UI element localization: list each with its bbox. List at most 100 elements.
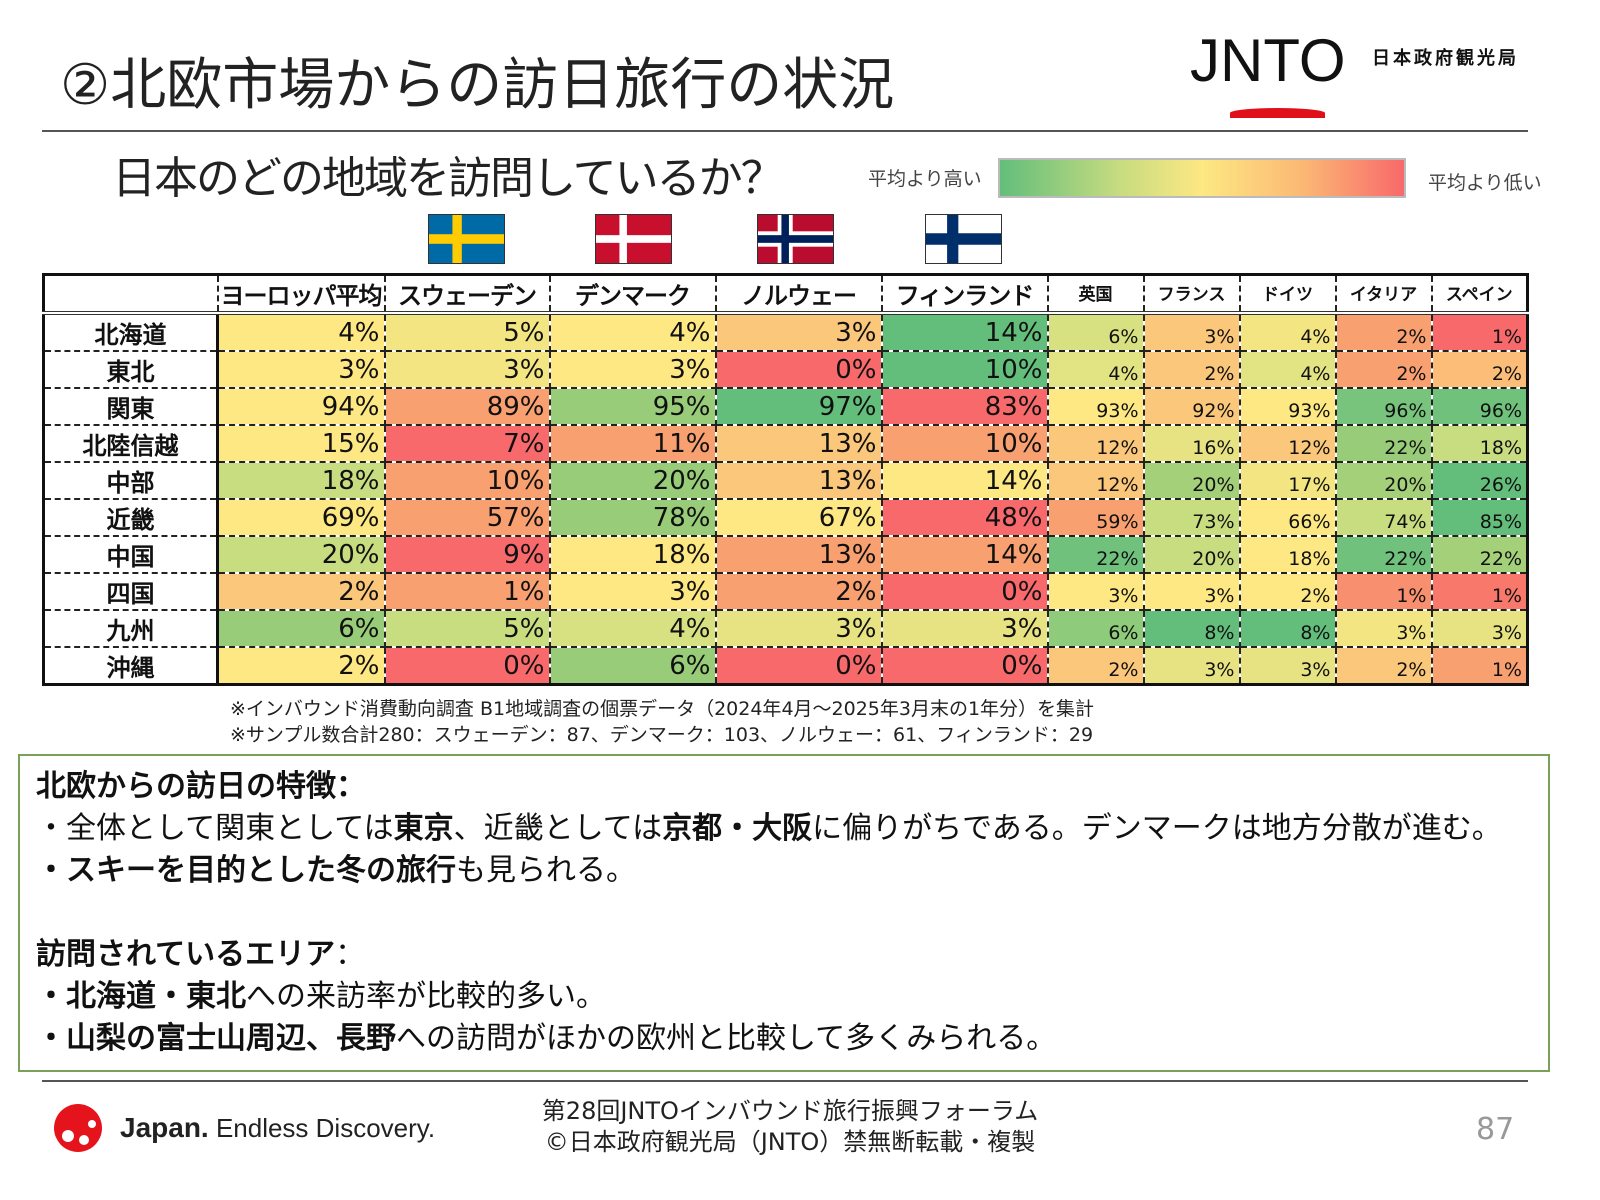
column-header: ヨーロッパ平均 [217, 274, 386, 315]
heatmap-cell: 93% [1239, 388, 1337, 426]
heatmap-cell: 18% [217, 462, 386, 500]
heatmap-cell: 2% [217, 573, 386, 611]
column-header: フィンランド [881, 274, 1049, 315]
heatmap-cell: 22% [1431, 536, 1529, 574]
heatmap-cell: 85% [1431, 499, 1529, 537]
color-scale-legend [998, 158, 1406, 198]
table-row: 東北 3% 3% 3% 0% 10% 4% 2% 4% 2% 2% [43, 351, 1529, 389]
heatmap-cell: 3% [549, 573, 717, 611]
heatmap-cell: 2% [1335, 313, 1433, 352]
heatmap-cell: 18% [1431, 425, 1529, 463]
column-header: イタリア [1335, 274, 1433, 315]
section-title: 日本のどの地域を訪問しているか？ [112, 153, 785, 204]
column-header: ノルウェー [715, 274, 883, 315]
heatmap-cell: 18% [549, 536, 717, 574]
table-row: 北海道 4% 5% 4% 3% 14% 6% 3% 4% 2% 1% [43, 313, 1529, 352]
heatmap-cell: 4% [1047, 351, 1145, 389]
heatmap-cell: 6% [217, 610, 386, 648]
heatmap-cell: 13% [715, 536, 883, 574]
heatmap-cell: 20% [217, 536, 386, 574]
heatmap-cell: 7% [384, 425, 551, 463]
row-label: 関東 [43, 388, 219, 426]
heatmap-cell: 94% [217, 388, 386, 426]
heatmap-cell: 3% [384, 351, 551, 389]
heatmap-cell: 95% [549, 388, 717, 426]
heatmap-cell: 14% [881, 536, 1049, 574]
heatmap-cell: 3% [1047, 573, 1145, 611]
summary-line: ・全体として関東としては東京、近畿としては京都・大阪に偏りがちである。デンマーク… [36, 811, 1502, 846]
heatmap-cell: 11% [549, 425, 717, 463]
heatmap-cell: 69% [217, 499, 386, 537]
heatmap-cell: 20% [1335, 462, 1433, 500]
heatmap-cell: 3% [549, 351, 717, 389]
source-note: ※インバウンド消費動向調査 B1地域調査の個票データ（2024年4月～2025年… [230, 698, 1095, 720]
heatmap-cell: 3% [217, 351, 386, 389]
heatmap-cell: 3% [1335, 610, 1433, 648]
heatmap-cell: 20% [549, 462, 717, 500]
column-header: フランス [1143, 274, 1241, 315]
corner-cell [43, 274, 219, 315]
heatmap-cell: 2% [1047, 647, 1145, 686]
heatmap-cell: 26% [1431, 462, 1529, 500]
heatmap-cell: 20% [1143, 462, 1241, 500]
column-header: デンマーク [549, 274, 717, 315]
row-label: 東北 [43, 351, 219, 389]
heatmap-cell: 3% [1431, 610, 1529, 648]
heatmap-cell: 6% [1047, 313, 1145, 352]
heatmap-cell: 83% [881, 388, 1049, 426]
row-label: 九州 [43, 610, 219, 648]
heatmap-cell: 4% [217, 313, 386, 352]
heatmap-cell: 12% [1047, 462, 1145, 500]
heatmap-cell: 22% [1047, 536, 1145, 574]
heatmap-cell: 2% [1431, 351, 1529, 389]
denmark-flag-icon [595, 214, 672, 264]
heatmap-cell: 5% [384, 313, 551, 352]
heatmap-cell: 3% [881, 610, 1049, 648]
heatmap-cell: 4% [1239, 313, 1337, 352]
heatmap-cell: 17% [1239, 462, 1337, 500]
summary-heading: 北欧からの訪日の特徴： [36, 769, 366, 804]
heatmap-cell: 1% [1431, 647, 1529, 686]
heatmap-cell: 0% [881, 647, 1049, 686]
heatmap-cell: 0% [715, 647, 883, 686]
column-header: スウェーデン [384, 274, 551, 315]
summary-line: ・スキーを目的とした冬の旅行も見られる。 [36, 853, 636, 888]
summary-box: 北欧からの訪日の特徴： ・全体として関東としては東京、近畿としては京都・大阪に偏… [18, 754, 1550, 1072]
column-header: 英国 [1047, 274, 1145, 315]
heatmap-cell: 0% [715, 351, 883, 389]
heatmap-cell: 59% [1047, 499, 1145, 537]
heatmap-cell: 20% [1143, 536, 1241, 574]
heatmap-cell: 13% [715, 462, 883, 500]
finland-flag-icon [925, 214, 1002, 264]
heatmap-cell: 3% [1143, 573, 1241, 611]
sample-note: ※サンプル数合計280：スウェーデン：87、デンマーク：103、ノルウェー：61… [230, 724, 1094, 746]
heatmap-cell: 1% [1431, 573, 1529, 611]
heatmap-cell: 3% [1239, 647, 1337, 686]
table-row: 九州 6% 5% 4% 3% 3% 6% 8% 8% 3% 3% [43, 610, 1529, 648]
area-heading: 訪問されているエリア [36, 937, 336, 972]
heatmap-cell: 74% [1335, 499, 1433, 537]
heatmap-cell: 2% [1335, 351, 1433, 389]
heatmap-cell: 6% [549, 647, 717, 686]
heatmap-cell: 96% [1335, 388, 1433, 426]
heatmap-cell: 10% [384, 462, 551, 500]
table-row: 近畿 69% 57% 78% 67% 48% 59% 73% 66% 74% 85% [43, 499, 1529, 537]
heatmap-cell: 0% [384, 647, 551, 686]
legend-low-label: 平均より低い [1428, 172, 1542, 194]
heatmap-cell: 9% [384, 536, 551, 574]
heatmap-cell: 0% [881, 573, 1049, 611]
heatmap-cell: 1% [1335, 573, 1433, 611]
legend-high-label: 平均より高い [868, 168, 982, 190]
row-label: 近畿 [43, 499, 219, 537]
norway-flag-icon [757, 214, 834, 264]
heatmap-cell: 1% [1431, 313, 1529, 352]
heatmap-cell: 12% [1239, 425, 1337, 463]
heatmap-cell: 97% [715, 388, 883, 426]
heatmap-cell: 4% [549, 610, 717, 648]
org-name: 日本政府観光局 [1372, 48, 1519, 69]
heatmap-cell: 18% [1239, 536, 1337, 574]
heatmap-cell: 92% [1143, 388, 1241, 426]
table-row: 中国 20% 9% 18% 13% 14% 22% 20% 18% 22% 22% [43, 536, 1529, 574]
column-header: スペイン [1431, 274, 1529, 315]
heatmap-cell: 5% [384, 610, 551, 648]
